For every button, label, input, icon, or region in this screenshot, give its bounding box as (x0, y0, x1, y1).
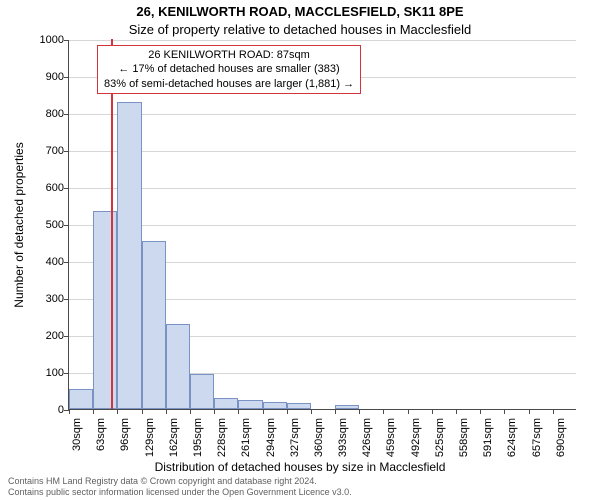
xtick-label: 327sqm (289, 418, 301, 457)
xtick-mark (553, 409, 554, 414)
plot-area: 26 KENILWORTH ROAD: 87sqm← 17% of detach… (68, 40, 576, 410)
ytick-label: 600 (24, 182, 64, 194)
ytick-mark (64, 299, 69, 300)
ytick-mark (64, 151, 69, 152)
ytick-label: 400 (24, 256, 64, 268)
xtick-label: 558sqm (458, 418, 470, 457)
xtick-mark (383, 409, 384, 414)
xtick-mark (263, 409, 264, 414)
xtick-mark (190, 409, 191, 414)
histogram-bar (190, 374, 214, 409)
xtick-mark (166, 409, 167, 414)
xtick-mark (359, 409, 360, 414)
xtick-mark (69, 409, 70, 414)
xtick-label: 228sqm (216, 418, 228, 457)
xtick-mark (432, 409, 433, 414)
ytick-label: 300 (24, 293, 64, 305)
xtick-mark (214, 409, 215, 414)
xtick-mark (480, 409, 481, 414)
xtick-label: 294sqm (265, 418, 277, 457)
gridline (69, 114, 576, 115)
footer-line-2: Contains public sector information licen… (8, 487, 352, 498)
annotation-box: 26 KENILWORTH ROAD: 87sqm← 17% of detach… (97, 45, 361, 94)
ytick-label: 1000 (24, 34, 64, 46)
ytick-label: 800 (24, 108, 64, 120)
ytick-label: 500 (24, 219, 64, 231)
gridline (69, 40, 576, 41)
chart-container: 26, KENILWORTH ROAD, MACCLESFIELD, SK11 … (0, 0, 600, 500)
reference-marker-line (111, 39, 113, 409)
annotation-line: 83% of semi-detached houses are larger (… (104, 77, 354, 91)
chart-title-main: 26, KENILWORTH ROAD, MACCLESFIELD, SK11 … (0, 4, 600, 19)
ytick-mark (64, 77, 69, 78)
xtick-label: 657sqm (531, 418, 543, 457)
ytick-label: 100 (24, 367, 64, 379)
xtick-label: 360sqm (313, 418, 325, 457)
xtick-mark (456, 409, 457, 414)
histogram-bar (263, 402, 287, 409)
histogram-bar (287, 403, 311, 409)
xtick-label: 63sqm (95, 418, 107, 451)
ytick-mark (64, 262, 69, 263)
histogram-bar (214, 398, 238, 409)
xtick-label: 690sqm (555, 418, 567, 457)
ytick-mark (64, 114, 69, 115)
histogram-bar (117, 102, 141, 409)
xtick-label: 261sqm (240, 418, 252, 457)
xtick-label: 129sqm (144, 418, 156, 457)
xtick-label: 162sqm (168, 418, 180, 457)
xtick-mark (142, 409, 143, 414)
ytick-mark (64, 336, 69, 337)
gridline (69, 151, 576, 152)
gridline (69, 188, 576, 189)
xtick-mark (504, 409, 505, 414)
xtick-label: 624sqm (506, 418, 518, 457)
histogram-bar (93, 211, 117, 409)
ytick-label: 200 (24, 330, 64, 342)
xtick-label: 591sqm (482, 418, 494, 457)
xtick-mark (311, 409, 312, 414)
xtick-label: 525sqm (434, 418, 446, 457)
histogram-bar (69, 389, 93, 409)
gridline (69, 225, 576, 226)
xtick-label: 393sqm (337, 418, 349, 457)
x-axis-label: Distribution of detached houses by size … (0, 460, 600, 474)
annotation-line: ← 17% of detached houses are smaller (38… (104, 62, 354, 76)
xtick-label: 195sqm (192, 418, 204, 457)
ytick-label: 900 (24, 71, 64, 83)
xtick-label: 492sqm (410, 418, 422, 457)
histogram-bar (142, 241, 166, 409)
xtick-mark (93, 409, 94, 414)
ytick-label: 0 (24, 404, 64, 416)
ytick-mark (64, 373, 69, 374)
ytick-mark (64, 40, 69, 41)
histogram-bar (335, 405, 359, 409)
annotation-line: 26 KENILWORTH ROAD: 87sqm (104, 48, 354, 62)
xtick-mark (117, 409, 118, 414)
footer-attribution: Contains HM Land Registry data © Crown c… (8, 476, 352, 498)
xtick-mark (529, 409, 530, 414)
ytick-label: 700 (24, 145, 64, 157)
xtick-label: 426sqm (361, 418, 373, 457)
ytick-mark (64, 188, 69, 189)
histogram-bar (238, 400, 262, 409)
xtick-mark (335, 409, 336, 414)
ytick-mark (64, 225, 69, 226)
xtick-mark (408, 409, 409, 414)
xtick-mark (287, 409, 288, 414)
xtick-label: 30sqm (71, 418, 83, 451)
footer-line-1: Contains HM Land Registry data © Crown c… (8, 476, 352, 487)
histogram-bar (166, 324, 190, 409)
xtick-label: 96sqm (119, 418, 131, 451)
chart-title-sub: Size of property relative to detached ho… (0, 22, 600, 37)
xtick-mark (238, 409, 239, 414)
xtick-label: 459sqm (385, 418, 397, 457)
